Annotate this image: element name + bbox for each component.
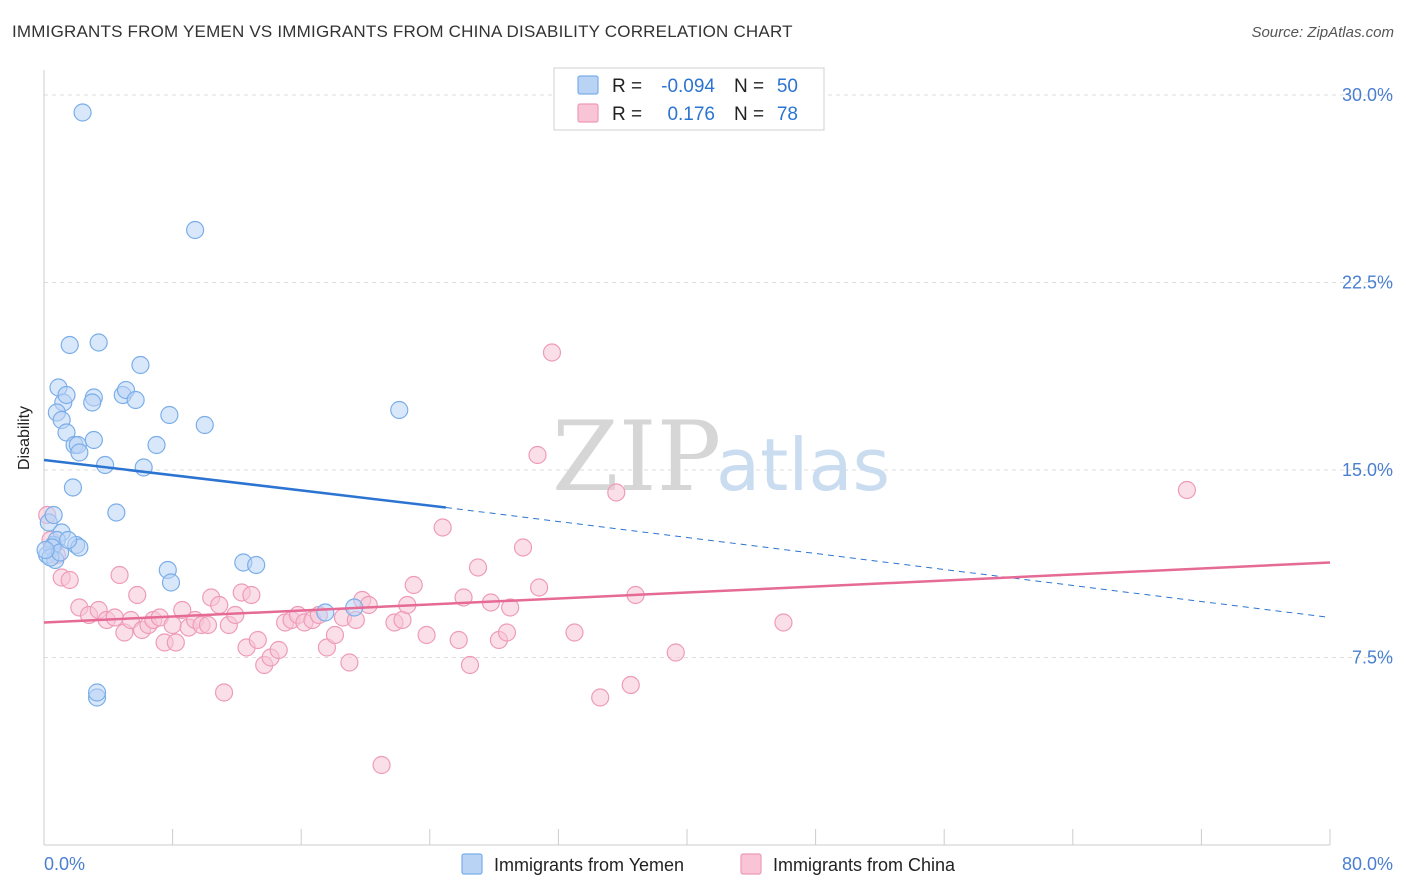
- axes: [43, 70, 1331, 846]
- series-legend: Immigrants from Yemen Immigrants from Ch…: [461, 853, 956, 875]
- legend-n-value-yemen: 50: [777, 76, 798, 97]
- legend-r-value-yemen: -0.094: [661, 76, 715, 97]
- china-point: [166, 633, 185, 652]
- china-point: [242, 585, 261, 605]
- china-point: [198, 615, 218, 635]
- yemen-point: [107, 503, 126, 522]
- china-point: [393, 610, 412, 630]
- legend-swatch-yemen: [577, 75, 599, 95]
- china-point: [530, 578, 549, 597]
- china-point: [173, 600, 192, 620]
- grid: [44, 94, 1393, 658]
- yemen-trend-line: [43, 458, 447, 509]
- china-point: [248, 630, 267, 650]
- bottom-legend-swatch-china[interactable]: [740, 853, 762, 875]
- legend-swatch-china: [577, 103, 599, 123]
- yemen-point: [160, 405, 179, 425]
- china-point: [372, 755, 391, 775]
- yemen-point: [89, 333, 108, 352]
- china-point: [468, 558, 488, 577]
- trend-lines: [43, 458, 1331, 624]
- china-point: [666, 643, 685, 662]
- china-point: [325, 625, 345, 645]
- china-point: [542, 343, 562, 362]
- series-yemen-points: [36, 103, 409, 707]
- yemen-point: [147, 435, 166, 455]
- bottom-legend-swatch-yemen[interactable]: [461, 853, 483, 875]
- yemen-point: [131, 355, 150, 375]
- yemen-point: [84, 430, 103, 450]
- china-point: [591, 688, 610, 707]
- x-tick-label-min: 0.0%: [44, 854, 85, 874]
- yemen-point: [161, 573, 181, 592]
- china-point: [417, 625, 436, 645]
- chart-title: IMMIGRANTS FROM YEMEN VS IMMIGRANTS FROM…: [12, 22, 793, 41]
- legend-frame: [553, 67, 825, 131]
- china-point: [210, 595, 229, 615]
- y-tick-label: 15.0%: [1342, 460, 1393, 480]
- china-point: [105, 608, 124, 627]
- legend-n-value-china: 78: [777, 104, 798, 125]
- yemen-point: [63, 478, 83, 497]
- china-point: [501, 598, 520, 617]
- yemen-point: [186, 220, 205, 240]
- china-point: [528, 445, 547, 465]
- source-credit: Source: ZipAtlas.com: [1251, 24, 1394, 41]
- yemen-point: [57, 385, 76, 405]
- yemen-point: [70, 443, 89, 462]
- correlation-legend: R = -0.094 N = 50 R = 0.176 N = 78: [553, 67, 825, 131]
- bottom-legend-label-china[interactable]: Immigrants from China: [773, 855, 956, 875]
- legend-n-label-yemen: N =: [734, 76, 764, 97]
- china-point: [460, 655, 480, 675]
- yemen-point: [59, 530, 78, 550]
- china-point: [774, 613, 793, 632]
- china-point: [565, 623, 584, 642]
- china-point: [163, 615, 182, 635]
- bottom-legend-label-yemen[interactable]: Immigrants from Yemen: [494, 855, 684, 875]
- yemen-point: [195, 415, 214, 435]
- china-point: [607, 483, 626, 502]
- china-point: [340, 653, 359, 672]
- china-point: [449, 630, 468, 650]
- yemen-point: [95, 455, 115, 475]
- yemen-point: [316, 603, 335, 622]
- yemen-point: [83, 393, 102, 412]
- china-point: [433, 518, 452, 537]
- china-point: [513, 538, 533, 557]
- yemen-trend-extension: [445, 507, 1331, 618]
- china-point: [1177, 480, 1197, 500]
- y-tick-label: 7.5%: [1352, 648, 1393, 668]
- watermark-atlas: atlas: [716, 423, 890, 507]
- yemen-point: [87, 683, 107, 702]
- legend-r-value-china: 0.176: [667, 104, 715, 125]
- china-point: [110, 565, 129, 585]
- legend-r-label-yemen: R =: [612, 76, 642, 97]
- china-point: [269, 640, 288, 660]
- y-tick-labels: 7.5% 15.0% 22.5% 30.0%: [1342, 85, 1393, 668]
- watermark: ZIP atlas: [552, 401, 890, 513]
- china-point: [621, 675, 640, 695]
- y-tick-label: 22.5%: [1342, 273, 1393, 293]
- china-trend-line: [43, 561, 1331, 624]
- watermark-zip: ZIP: [552, 401, 721, 513]
- yemen-point: [36, 540, 55, 560]
- china-point: [214, 683, 234, 702]
- china-point: [60, 570, 79, 590]
- legend-r-label-china: R =: [612, 104, 642, 125]
- yemen-point: [44, 505, 63, 525]
- yemen-point: [126, 390, 145, 410]
- china-point: [128, 585, 147, 605]
- yemen-point: [390, 400, 409, 420]
- china-point: [497, 623, 517, 642]
- china-point: [404, 575, 423, 595]
- yemen-point: [73, 103, 92, 122]
- y-tick-label: 30.0%: [1342, 85, 1393, 105]
- legend-n-label-china: N =: [734, 104, 764, 125]
- yemen-point: [247, 555, 266, 575]
- x-tick-label-max: 80.0%: [1342, 854, 1393, 874]
- yemen-point: [60, 335, 79, 355]
